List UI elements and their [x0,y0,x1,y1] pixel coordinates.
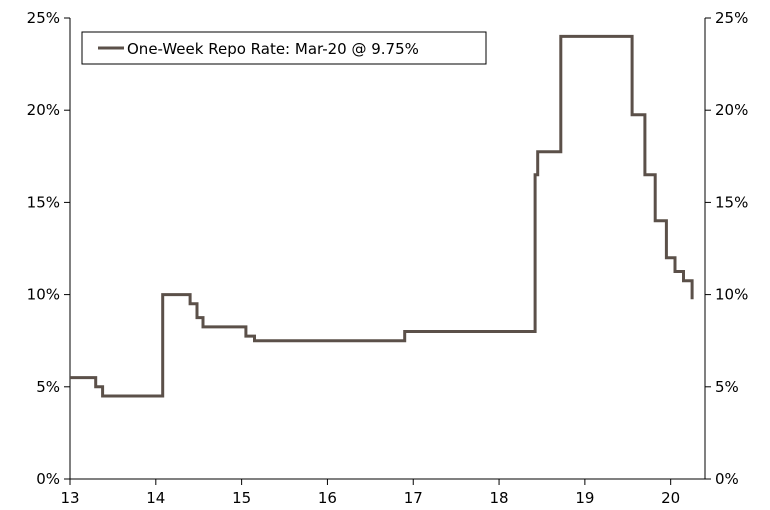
y-tick-label-left: 5% [36,378,60,396]
x-ticks: 13 14 15 16 17 18 19 20 [60,479,680,507]
x-tick-label: 18 [490,489,509,507]
y-tick-label-right: 0% [715,470,739,488]
y-tick-label-right: 20% [715,101,748,119]
x-tick-label: 15 [232,489,251,507]
x-tick-label: 17 [404,489,423,507]
y-tick-label-left: 20% [27,101,60,119]
y-tick-label-left: 10% [27,286,60,304]
legend: One-Week Repo Rate: Mar-20 @ 9.75% [81,31,487,65]
legend-box [81,31,487,65]
repo-rate-line [70,34,694,398]
y-ticks: 0% 0% 5% 5% 10% 10% 15% 15% 20% 20% 25% 25% [27,9,749,488]
y-tick-label-right: 15% [715,193,748,211]
x-tick-label: 19 [575,489,594,507]
x-tick-label: 16 [318,489,337,507]
x-tick-label: 13 [60,489,79,507]
y-tick-label-left: 15% [27,193,60,211]
x-tick-label: 20 [661,489,680,507]
y-tick-label-right: 10% [715,286,748,304]
y-tick-label-left: 0% [36,470,60,488]
y-tick-label-right: 25% [715,9,748,27]
y-tick-label-left: 25% [27,9,60,27]
y-tick-label-right: 5% [715,378,739,396]
axes [69,18,706,480]
legend-label: One-Week Repo Rate: Mar-20 @ 9.75% [127,40,419,58]
x-tick-label: 14 [146,489,165,507]
